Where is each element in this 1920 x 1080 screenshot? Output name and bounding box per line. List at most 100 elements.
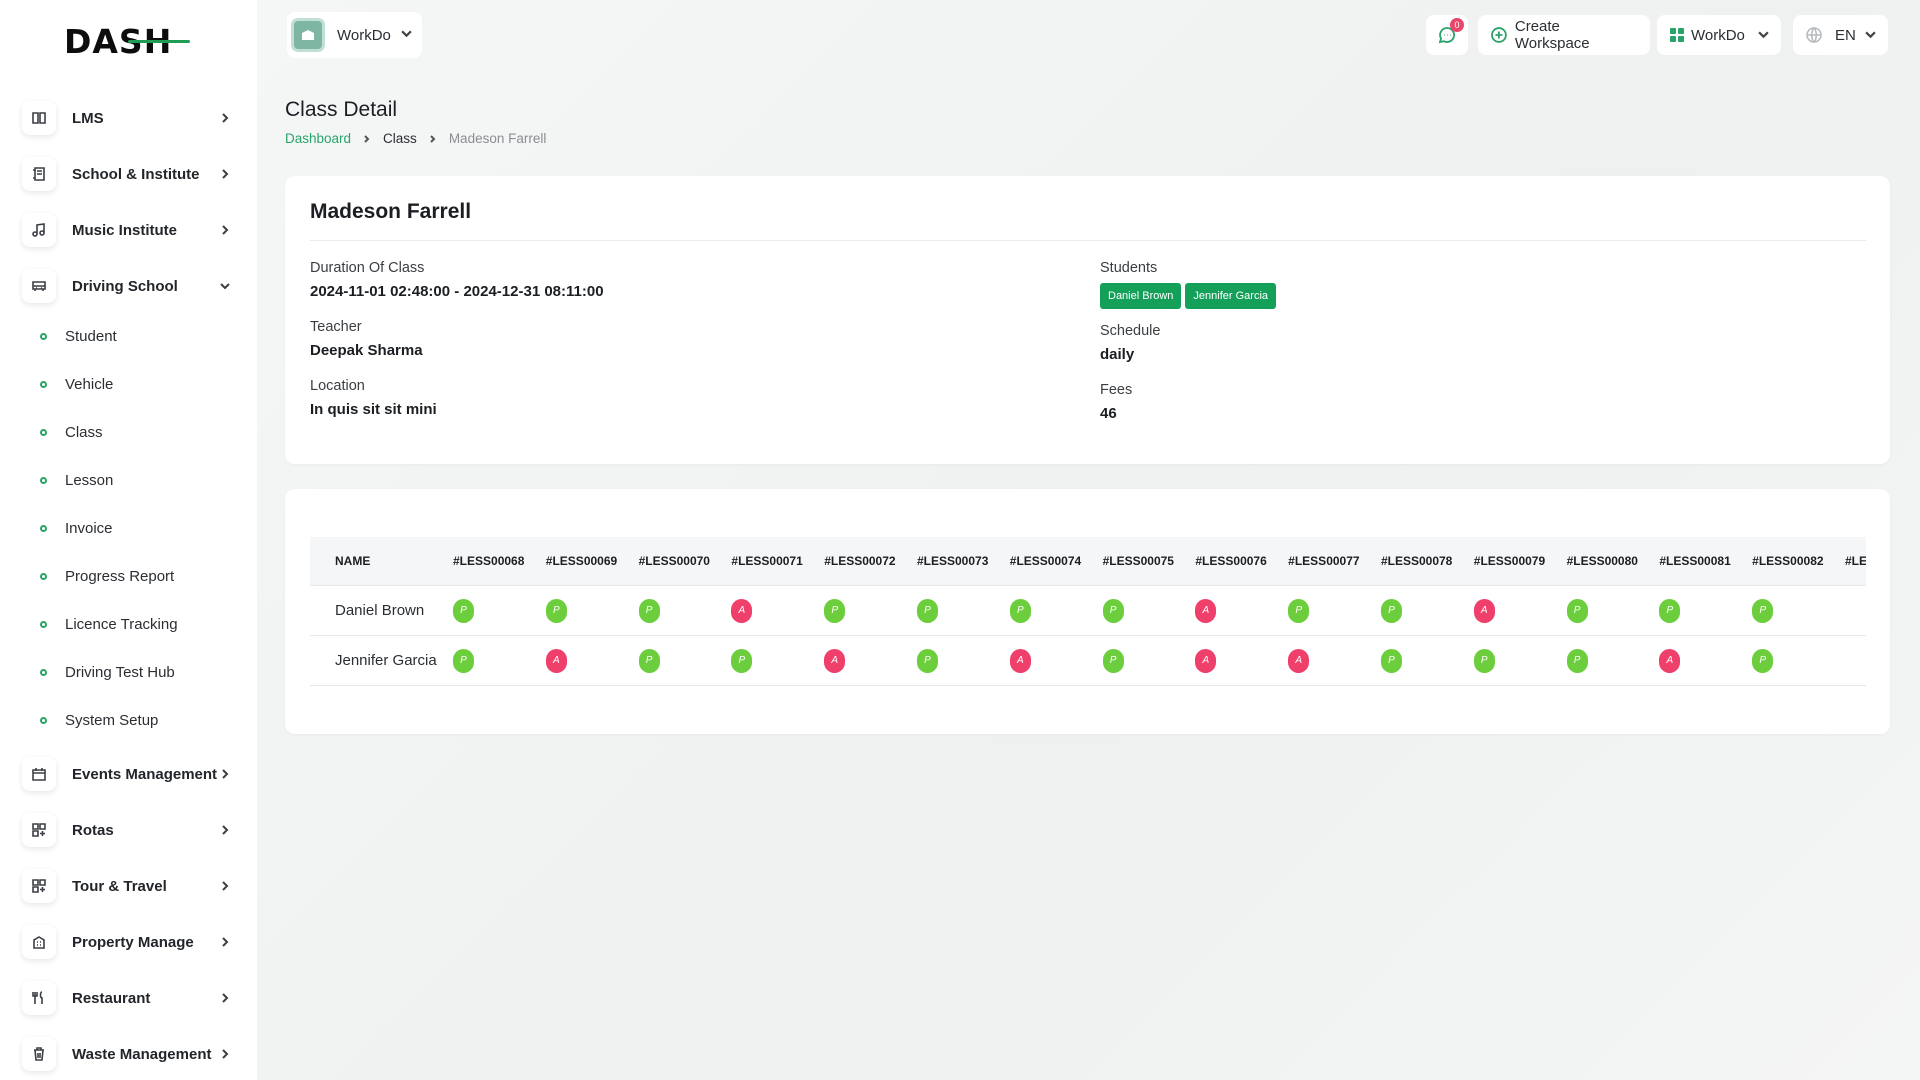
present-badge[interactable]: P <box>638 648 660 673</box>
location-field: Location In quis sit sit mini <box>310 378 437 418</box>
bullet-icon <box>40 524 47 532</box>
column-header-lesson: #LESS00077 <box>1288 554 1360 568</box>
attendance-table: NAME #LESS00068 #LESS00069 #LESS00070 #LESS… <box>310 537 1866 686</box>
column-header-lesson: #LESS00076 <box>1195 554 1267 568</box>
column-header-lesson: #LESS00070 <box>638 554 710 568</box>
sidebar-item-property-manage[interactable]: Property Manage <box>22 919 232 965</box>
schedule-value: daily <box>1100 346 1135 363</box>
create-workspace-button[interactable]: Create Workspace <box>1478 15 1650 55</box>
breadcrumb-class[interactable]: Class <box>383 131 417 146</box>
attendance-cell: P <box>1473 648 1567 673</box>
language-selector[interactable]: EN <box>1793 15 1888 55</box>
sidebar-subitem-system-setup[interactable]: System Setup <box>40 705 158 735</box>
sidebar-item-events-management[interactable]: Events Management <box>22 751 232 797</box>
present-badge[interactable]: P <box>916 598 938 623</box>
present-badge[interactable]: P <box>1566 648 1588 673</box>
workspace-menu-button[interactable]: WorkDo <box>1657 15 1781 55</box>
present-badge[interactable]: P <box>638 598 660 623</box>
bullet-icon <box>40 620 47 628</box>
present-badge[interactable]: P <box>1102 648 1124 673</box>
present-badge[interactable]: P <box>1009 598 1031 623</box>
table-row: Jennifer Garcia P A P P A P A P A A P P P A P <box>310 636 1866 686</box>
students-field: Students Daniel Brown Jennifer Garcia <box>1100 260 1280 309</box>
workspace-switcher[interactable]: WorkDo <box>287 12 422 58</box>
present-badge[interactable]: P <box>1102 598 1124 623</box>
absent-badge[interactable]: A <box>1009 648 1031 673</box>
sidebar-subitem-driving-test-hub[interactable]: Driving Test Hub <box>40 657 175 687</box>
building-icon <box>22 925 56 959</box>
breadcrumb-current: Madeson Farrell <box>448 131 547 146</box>
workspace-name: WorkDo <box>337 26 391 44</box>
present-badge[interactable]: P <box>1380 648 1402 673</box>
bullet-icon <box>40 380 47 388</box>
present-badge[interactable]: P <box>1380 598 1402 623</box>
absent-badge[interactable]: A <box>1195 598 1217 623</box>
sidebar-subitem-licence-tracking[interactable]: Licence Tracking <box>40 609 178 639</box>
sidebar-item-school-institute[interactable]: School & Institute <box>22 151 232 197</box>
sidebar-subitem-label: Student <box>65 327 117 345</box>
sidebar-subitem-student[interactable]: Student <box>40 321 117 351</box>
sidebar-item-music-institute[interactable]: Music Institute <box>22 207 232 253</box>
present-badge[interactable]: P <box>824 598 846 623</box>
absent-badge[interactable]: A <box>545 648 567 673</box>
absent-badge[interactable]: A <box>1195 648 1217 673</box>
breadcrumb-dashboard[interactable]: Dashboard <box>285 131 352 146</box>
page-title: Class Detail <box>285 98 398 121</box>
sidebar-item-waste-management[interactable]: Waste Management <box>22 1031 232 1077</box>
chevron-right-icon <box>218 991 232 1005</box>
attendance-cell: P <box>824 598 917 623</box>
sidebar-subitem-class[interactable]: Class <box>40 417 103 447</box>
divider <box>310 240 1866 241</box>
bullet-icon <box>40 716 47 724</box>
sidebar-item-driving-school[interactable]: Driving School <box>22 263 232 309</box>
absent-badge[interactable]: A <box>1288 648 1310 673</box>
present-badge[interactable]: P <box>1473 648 1495 673</box>
language-label: EN <box>1835 26 1856 44</box>
present-badge[interactable]: P <box>1566 598 1588 623</box>
sidebar-item-rotas[interactable]: Rotas <box>22 807 232 853</box>
chevron-down-icon <box>1758 27 1769 44</box>
messages-button[interactable]: 0 <box>1426 15 1468 55</box>
absent-badge[interactable]: A <box>1659 648 1681 673</box>
chevron-right-icon <box>218 167 232 181</box>
class-detail-card: Madeson Farrell Duration Of Class 2024-1… <box>285 176 1890 464</box>
chevron-down-icon <box>218 279 232 293</box>
present-badge[interactable]: P <box>545 598 567 623</box>
book-icon <box>22 101 56 135</box>
attendance-cell: A <box>1195 648 1288 673</box>
absent-badge[interactable]: A <box>1473 598 1495 623</box>
sidebar-item-tour-travel[interactable]: Tour & Travel <box>22 863 232 909</box>
present-badge[interactable]: P <box>1288 598 1310 623</box>
column-header-lesson: #LESS00078 <box>1380 554 1453 568</box>
grid-icon <box>1670 28 1684 42</box>
attendance-cell: A <box>1473 598 1567 623</box>
sidebar-subitem-lesson[interactable]: Lesson <box>40 465 113 495</box>
absent-badge[interactable]: A <box>731 598 753 623</box>
sidebar-subitem-progress-report[interactable]: Progress Report <box>40 561 174 591</box>
sidebar-item-lms[interactable]: LMS <box>22 95 232 141</box>
sidebar-subitem-label: Progress Report <box>65 567 175 585</box>
sidebar-item-restaurant[interactable]: Restaurant <box>22 975 232 1021</box>
apps-icon <box>22 813 56 847</box>
present-badge[interactable]: P <box>1659 598 1681 623</box>
student-chip[interactable]: Daniel Brown <box>1100 283 1182 309</box>
utensils-icon <box>22 981 56 1015</box>
present-badge[interactable]: P <box>1752 598 1774 623</box>
sidebar-subitem-invoice[interactable]: Invoice <box>40 513 113 543</box>
present-badge[interactable]: P <box>731 648 753 673</box>
bullet-icon <box>40 668 47 676</box>
column-header-lesson: #LESS00071 <box>731 554 803 568</box>
column-header-lesson: #LESS00079 <box>1473 554 1546 568</box>
present-badge[interactable]: P <box>453 648 474 673</box>
column-header-name: NAME <box>335 554 371 568</box>
workspace-menu-label: WorkDo <box>1691 26 1745 44</box>
student-chip[interactable]: Jennifer Garcia <box>1185 283 1277 309</box>
student-name-cell: Daniel Brown <box>335 602 425 619</box>
absent-badge[interactable]: A <box>824 648 846 673</box>
sidebar-subitem-vehicle[interactable]: Vehicle <box>40 369 113 399</box>
sidebar-subitem-label: Lesson <box>65 471 114 489</box>
present-badge[interactable]: P <box>453 598 474 623</box>
present-badge[interactable]: P <box>916 648 938 673</box>
column-header-lesson: #LESS00083 <box>1844 554 1866 568</box>
present-badge[interactable]: P <box>1752 648 1774 673</box>
